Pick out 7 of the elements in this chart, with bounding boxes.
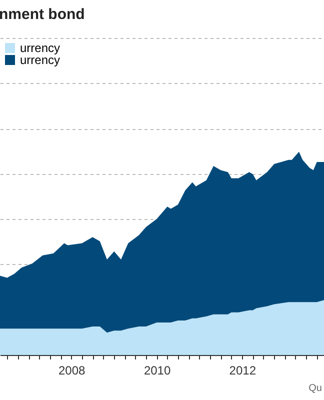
- x-tick-label: 2012: [229, 364, 256, 378]
- text: Qu: [308, 383, 322, 394]
- legend-label: urrency: [20, 53, 60, 67]
- x-tick-label: 2010: [144, 364, 171, 378]
- x-tick-label: 2008: [58, 364, 86, 378]
- chart-title: nment bond: [0, 6, 85, 23]
- legend-label: urrency: [20, 41, 60, 55]
